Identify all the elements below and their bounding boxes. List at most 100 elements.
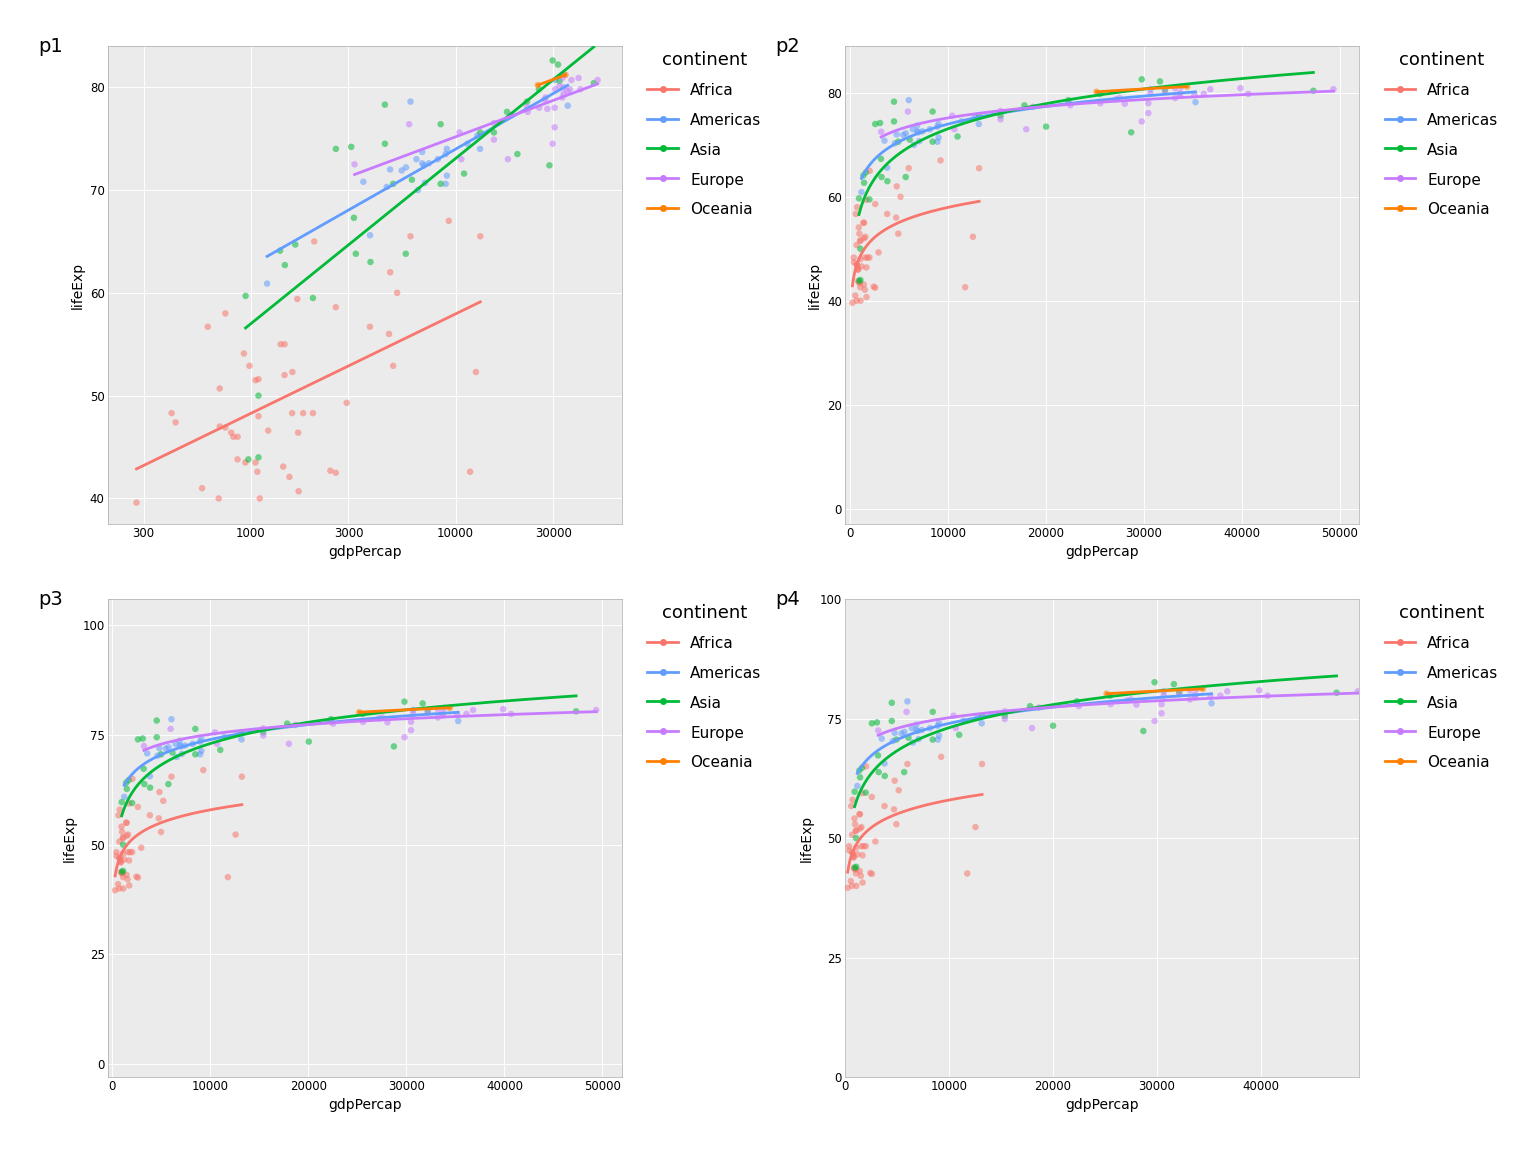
Point: [416, 154, 441, 173]
Y-axis label: lifeExp: lifeExp: [808, 262, 822, 309]
Point: [104, 843, 129, 862]
Point: [554, 82, 579, 100]
Point: [301, 289, 326, 308]
Point: [229, 730, 253, 749]
Point: [900, 719, 925, 737]
Point: [854, 288, 879, 306]
Point: [849, 183, 874, 202]
Point: [111, 879, 135, 897]
Point: [378, 263, 402, 281]
Point: [398, 227, 422, 245]
Point: [1087, 85, 1112, 104]
Point: [1057, 91, 1081, 109]
Point: [117, 877, 141, 895]
Point: [465, 127, 490, 145]
Point: [848, 819, 872, 838]
Point: [1229, 79, 1253, 98]
Point: [992, 706, 1017, 725]
Point: [1020, 98, 1044, 116]
Point: [542, 119, 567, 137]
Point: [854, 191, 879, 210]
Point: [955, 864, 980, 882]
Point: [866, 721, 891, 740]
Point: [963, 108, 988, 127]
Point: [111, 828, 135, 847]
Point: [1346, 682, 1370, 700]
Point: [1094, 684, 1118, 703]
Point: [147, 738, 172, 757]
Point: [946, 726, 971, 744]
Point: [859, 864, 883, 882]
Point: [988, 106, 1012, 124]
Point: [535, 99, 559, 118]
Point: [1200, 694, 1224, 712]
Point: [843, 857, 868, 876]
Point: [869, 729, 894, 748]
Point: [207, 379, 232, 397]
Point: [269, 335, 293, 354]
Point: [966, 159, 991, 177]
Point: [464, 363, 488, 381]
Point: [106, 874, 131, 893]
Point: [942, 120, 966, 138]
Point: [895, 728, 920, 746]
Point: [920, 132, 945, 151]
Point: [449, 150, 473, 168]
Point: [1012, 96, 1037, 114]
X-axis label: gdpPercap: gdpPercap: [1066, 546, 1138, 560]
Point: [296, 733, 321, 751]
Point: [108, 849, 132, 867]
Point: [951, 712, 975, 730]
Point: [1163, 89, 1187, 107]
Legend: Africa, Americas, Asia, Europe, Oceania: Africa, Americas, Asia, Europe, Oceania: [1379, 599, 1504, 775]
Point: [1198, 688, 1223, 706]
Point: [106, 806, 131, 825]
Point: [1014, 120, 1038, 138]
Point: [926, 730, 951, 749]
Point: [851, 166, 876, 184]
Point: [321, 714, 346, 733]
Point: [335, 394, 359, 412]
Point: [840, 877, 865, 895]
Point: [115, 825, 140, 843]
Point: [839, 797, 863, 816]
Point: [392, 728, 416, 746]
Point: [392, 692, 416, 711]
Point: [843, 858, 868, 877]
Point: [250, 719, 275, 737]
Point: [920, 103, 945, 121]
Point: [429, 175, 453, 194]
Point: [109, 823, 134, 841]
Point: [894, 703, 919, 721]
Point: [1149, 704, 1174, 722]
Point: [1098, 687, 1123, 705]
Point: [842, 782, 866, 801]
Point: [415, 702, 439, 720]
Point: [848, 240, 872, 258]
Point: [862, 278, 886, 296]
Point: [905, 715, 929, 734]
Point: [135, 744, 160, 763]
Point: [401, 705, 425, 723]
Point: [869, 168, 894, 187]
Point: [157, 738, 181, 757]
Point: [963, 818, 988, 836]
Point: [943, 719, 968, 737]
Point: [559, 70, 584, 89]
Point: [1184, 680, 1209, 698]
Point: [882, 92, 906, 111]
Point: [180, 735, 204, 753]
Point: [547, 71, 571, 90]
Point: [527, 79, 551, 98]
Point: [533, 90, 558, 108]
Point: [840, 790, 865, 809]
Point: [1057, 93, 1081, 112]
Point: [882, 112, 906, 130]
Point: [895, 103, 920, 121]
Point: [551, 84, 576, 103]
Point: [960, 228, 985, 247]
Point: [436, 212, 461, 230]
Point: [445, 712, 470, 730]
Point: [1236, 85, 1261, 104]
Point: [929, 748, 954, 766]
